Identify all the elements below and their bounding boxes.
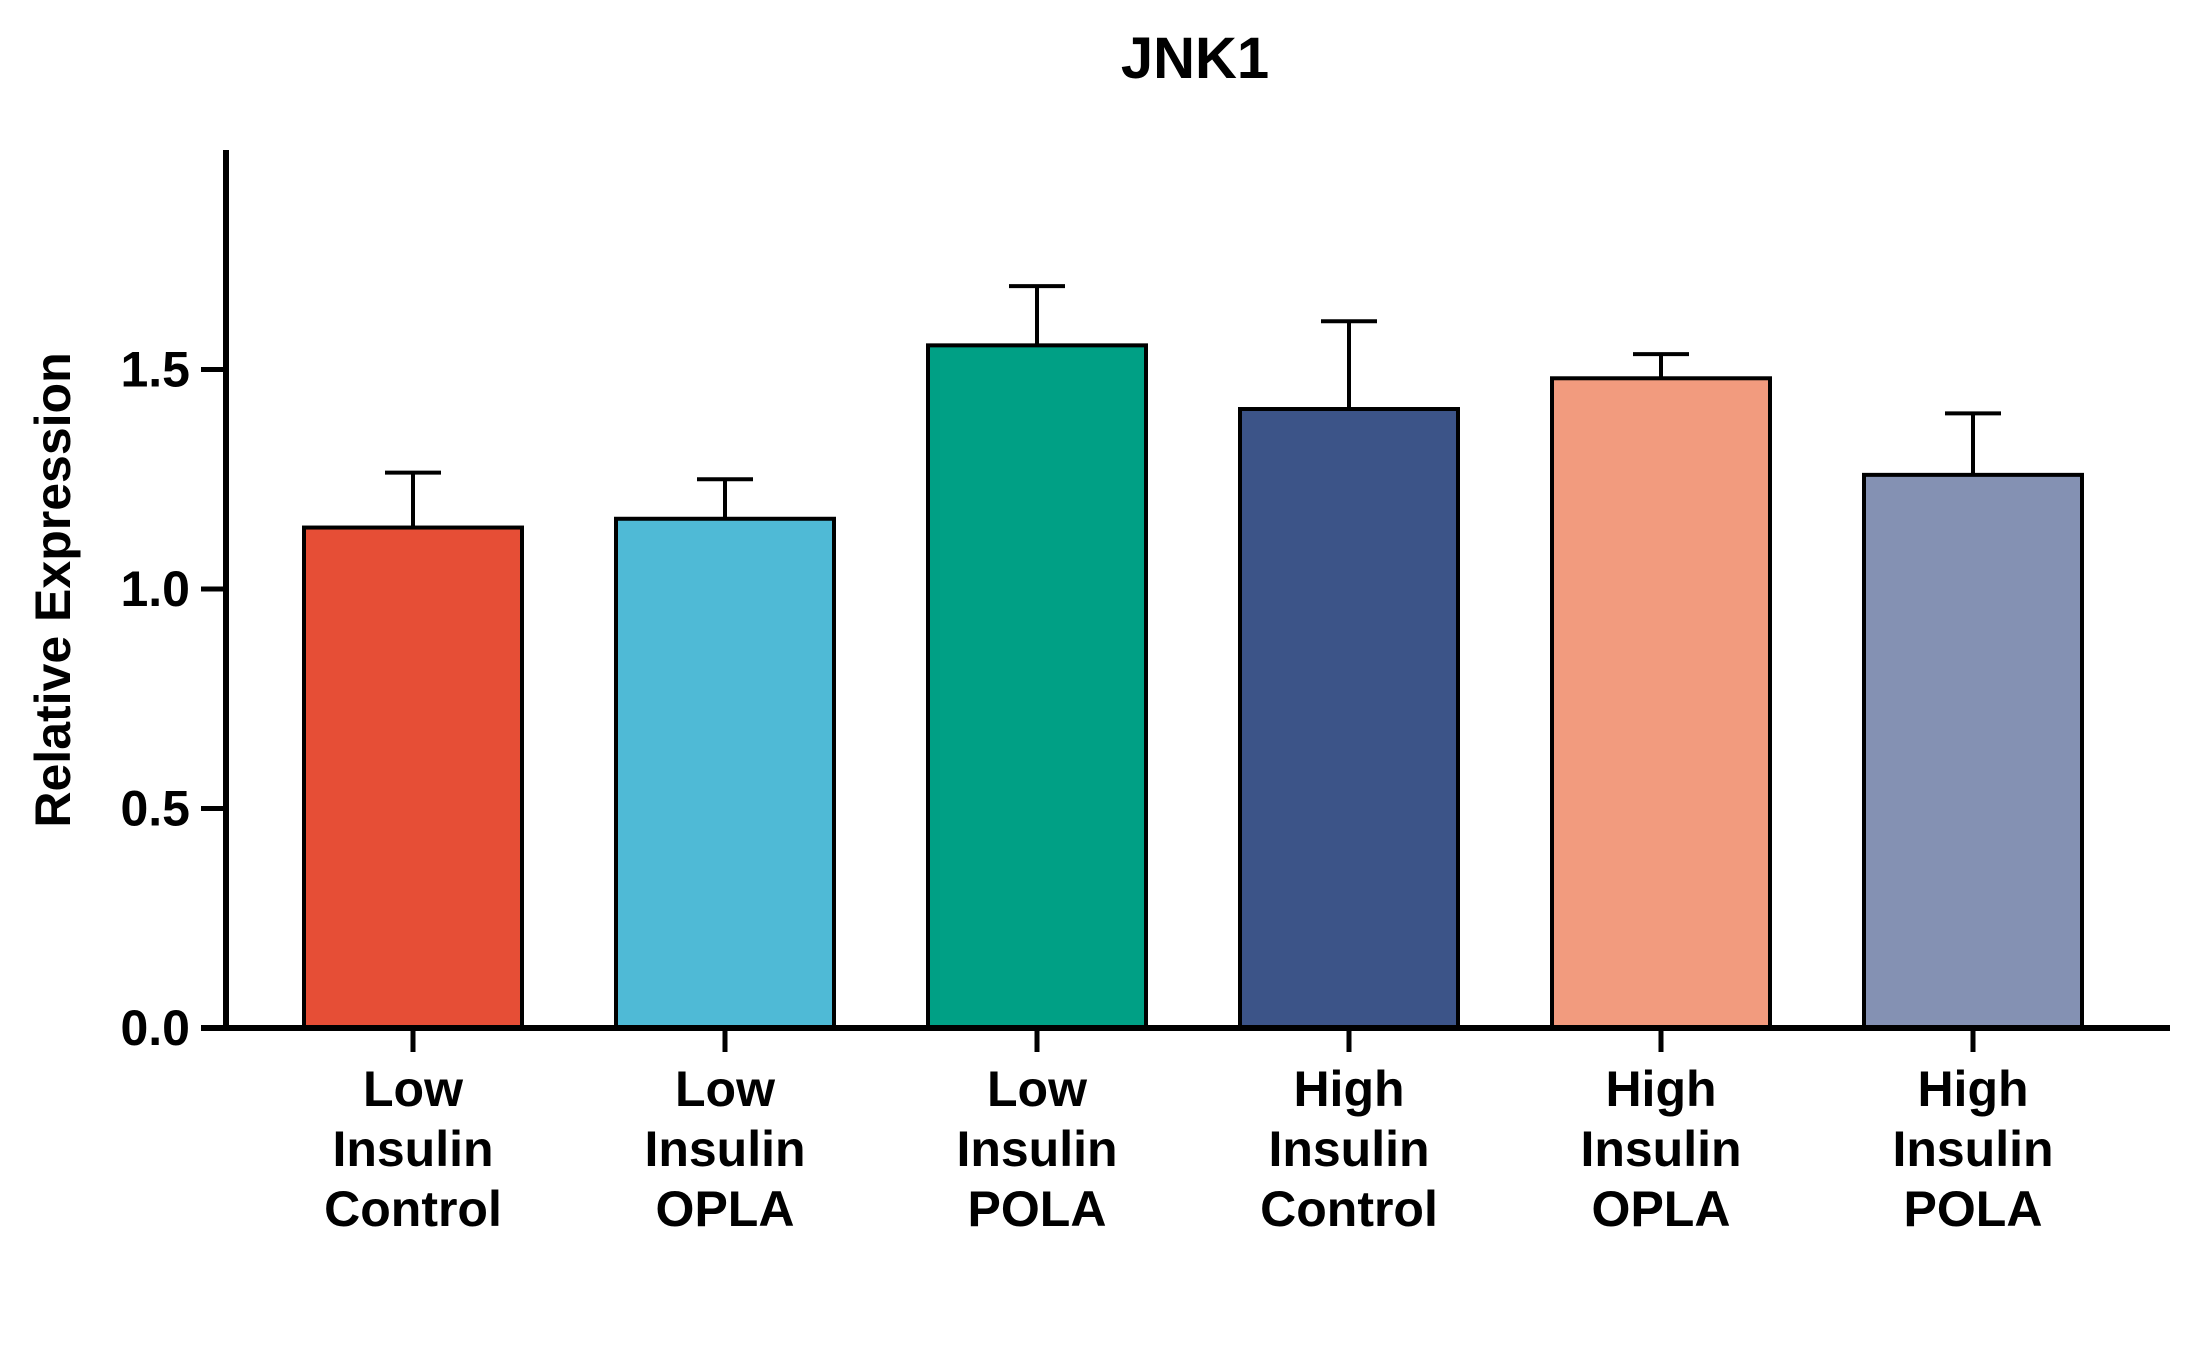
bars-layer [302, 343, 2084, 1031]
y-tick-label-0: 0.0 [120, 1000, 190, 1056]
bar-2 [926, 343, 1148, 1031]
labels-layer: Low Insulin Control Low Insulin OPLA Low Insuli… [120, 342, 2053, 1238]
x-tick-label-1: Low Insulin OPLA [644, 1061, 805, 1237]
bar-3 [1238, 407, 1460, 1030]
x-tick-label-2: Low Insulin POLA [956, 1061, 1117, 1237]
y-tick-label-1: 0.5 [120, 781, 190, 837]
y-tick-label-3: 1.5 [120, 342, 190, 398]
y-axis-label: Relative Expression [25, 352, 81, 827]
bar-4 [1550, 376, 1772, 1030]
bar-5 [1862, 472, 2084, 1030]
error-bars-layer [385, 284, 2001, 528]
bar-1 [614, 516, 836, 1030]
x-tick-label-0: Low Insulin Control [324, 1061, 502, 1237]
bar-0 [302, 525, 524, 1030]
axes-layer [201, 150, 2170, 1052]
chart-title: JNK1 [1121, 26, 1269, 91]
x-tick-label-5: High Insulin POLA [1892, 1061, 2053, 1237]
y-tick-label-2: 1.0 [120, 561, 190, 617]
x-tick-label-4: High Insulin OPLA [1580, 1061, 1741, 1237]
x-tick-label-3: High Insulin Control [1260, 1061, 1438, 1237]
